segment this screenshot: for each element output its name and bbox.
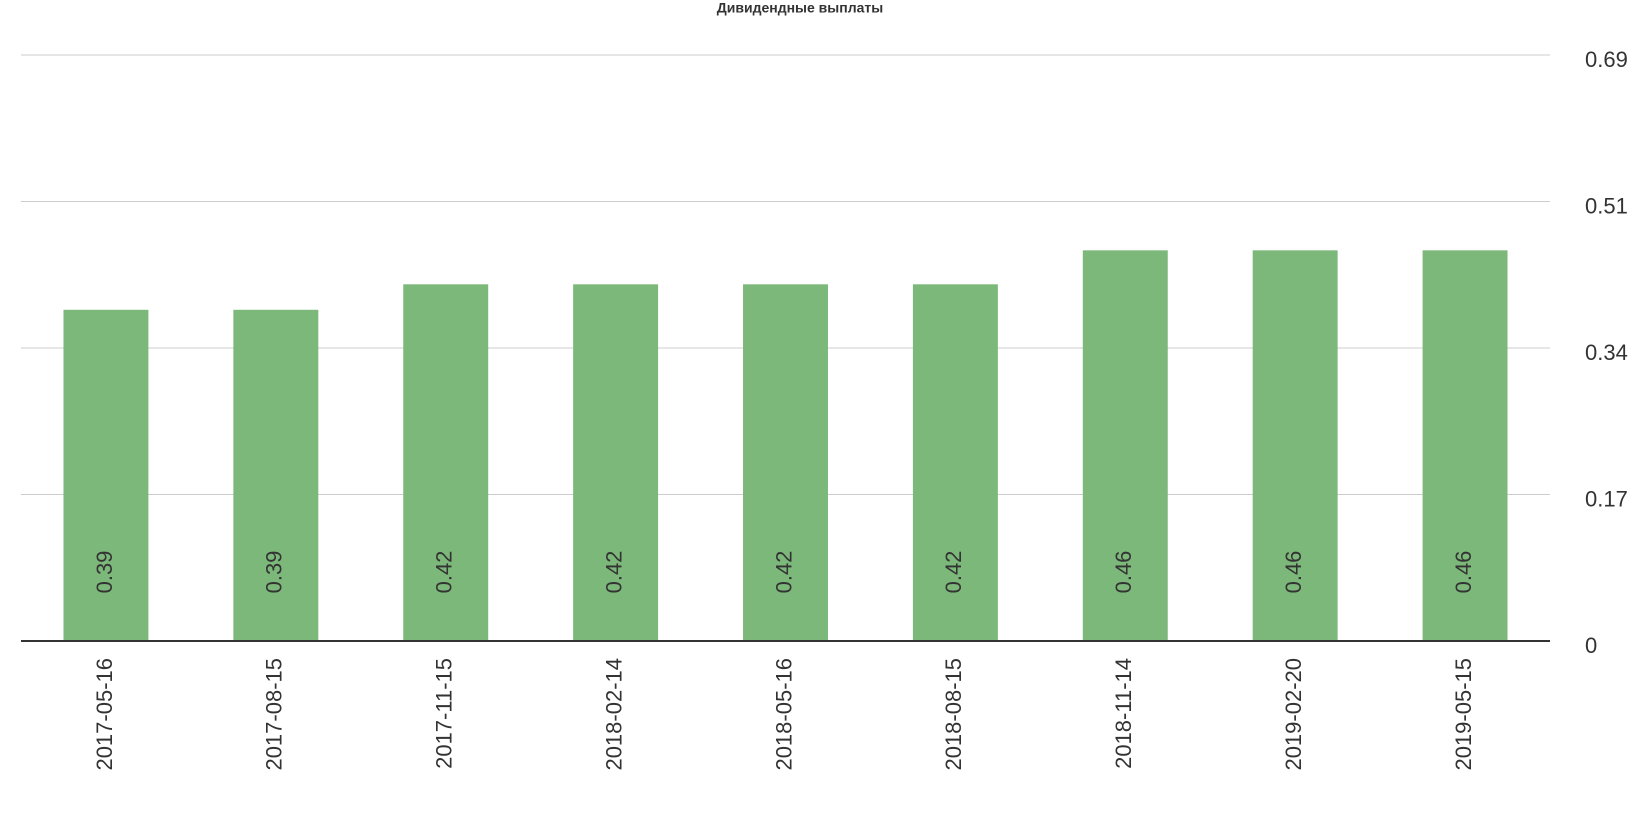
x-tick-label: 2018-02-14 xyxy=(601,658,626,771)
bar xyxy=(1082,250,1168,642)
bar xyxy=(403,284,489,641)
y-tick-label: 0.17 xyxy=(1585,486,1628,511)
data-label: 0.39 xyxy=(92,551,117,594)
x-tick-label: 2017-08-15 xyxy=(262,658,287,771)
chart-title: Дивидендные выплаты xyxy=(717,0,883,16)
bar xyxy=(912,284,998,641)
x-tick-label: 2018-11-14 xyxy=(1111,658,1136,769)
x-tick-label: 2017-05-16 xyxy=(92,658,117,771)
data-label: 0.42 xyxy=(432,551,457,594)
bar xyxy=(1252,250,1338,642)
x-tick-label: 2019-02-20 xyxy=(1281,658,1306,771)
data-label: 0.46 xyxy=(1281,551,1306,594)
y-tick-label: 0.34 xyxy=(1585,340,1628,365)
bar xyxy=(1422,250,1508,642)
x-tick-label: 2019-05-15 xyxy=(1451,658,1476,771)
bar xyxy=(233,309,319,641)
data-label: 0.42 xyxy=(771,551,796,594)
bar xyxy=(743,284,828,641)
y-tick-label: 0 xyxy=(1585,633,1597,658)
x-tick-label: 2018-08-15 xyxy=(941,658,966,771)
x-tick-label: 2018-05-16 xyxy=(771,658,796,771)
data-label: 0.46 xyxy=(1111,551,1136,594)
data-label: 0.42 xyxy=(601,551,626,594)
x-tick-label: 2017-11-15 xyxy=(432,658,457,769)
data-label: 0.42 xyxy=(941,551,966,594)
y-tick-label: 0.51 xyxy=(1585,193,1628,218)
data-label: 0.39 xyxy=(262,551,287,594)
bar xyxy=(63,309,149,641)
data-label: 0.46 xyxy=(1451,551,1476,594)
bar xyxy=(573,284,659,641)
y-tick-label: 0.69 xyxy=(1585,47,1628,72)
